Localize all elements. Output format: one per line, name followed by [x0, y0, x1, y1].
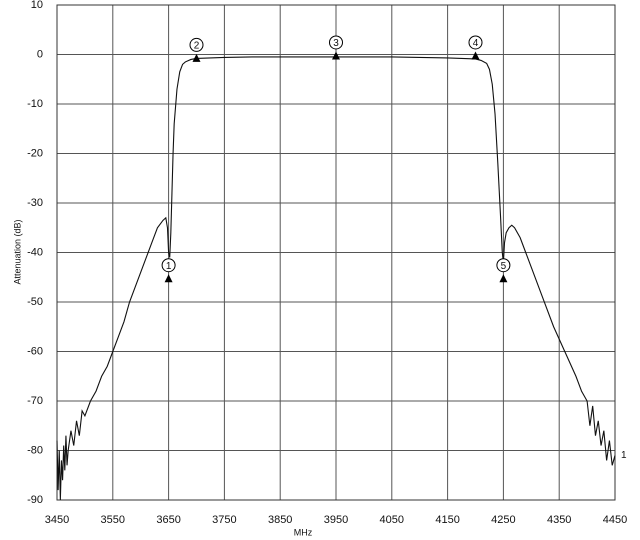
- marker-label: 3: [333, 38, 339, 49]
- marker-label: 1: [166, 261, 172, 272]
- marker-triangle: [164, 274, 173, 283]
- x-tick-label: 4050: [380, 514, 404, 526]
- marker-triangle: [332, 51, 340, 60]
- marker-triangle: [192, 53, 201, 62]
- x-tick-label: 4350: [547, 514, 571, 526]
- x-tick-label: 3550: [101, 514, 125, 526]
- marker-circle: [329, 35, 343, 50]
- marker-triangle: [471, 51, 480, 60]
- x-tick-label: 4250: [491, 514, 515, 526]
- x-tick-label: 4150: [435, 514, 459, 526]
- y-tick-label: 10: [31, 0, 43, 11]
- marker-label: 2: [194, 41, 200, 52]
- x-tick-label: 3650: [156, 514, 180, 526]
- y-tick-label: -30: [27, 197, 43, 209]
- marker-circle: [496, 258, 511, 273]
- x-tick-label: 3450: [45, 514, 69, 526]
- marker-triangle: [499, 274, 508, 283]
- series-line: [56, 56, 616, 501]
- y-axis-title: Attenuation (dB): [12, 219, 22, 284]
- y-tick-label: -40: [27, 246, 43, 258]
- y-tick-label: -70: [27, 395, 43, 407]
- y-tick-label: 0: [37, 48, 43, 60]
- x-axis-title: MHz: [294, 527, 313, 537]
- y-tick-label: -50: [27, 296, 43, 308]
- x-tick-label: 3850: [268, 514, 292, 526]
- x-tick-label: 4450: [603, 514, 627, 526]
- marker-circle: [468, 35, 483, 50]
- y-tick-label: -20: [27, 147, 43, 159]
- marker-circle: [161, 258, 176, 273]
- marker-label: 4: [473, 38, 479, 49]
- marker-label: 5: [501, 261, 507, 272]
- legend-label: 1: [621, 450, 627, 461]
- y-tick-label: -90: [27, 494, 43, 506]
- x-tick-label: 3750: [212, 514, 236, 526]
- x-tick-label: 3950: [324, 514, 348, 526]
- marker-circle: [189, 37, 204, 52]
- y-tick-label: -10: [27, 98, 43, 110]
- plot-frame: [56, 4, 616, 501]
- y-tick-label: -60: [27, 345, 43, 357]
- y-tick-label: -80: [27, 444, 43, 456]
